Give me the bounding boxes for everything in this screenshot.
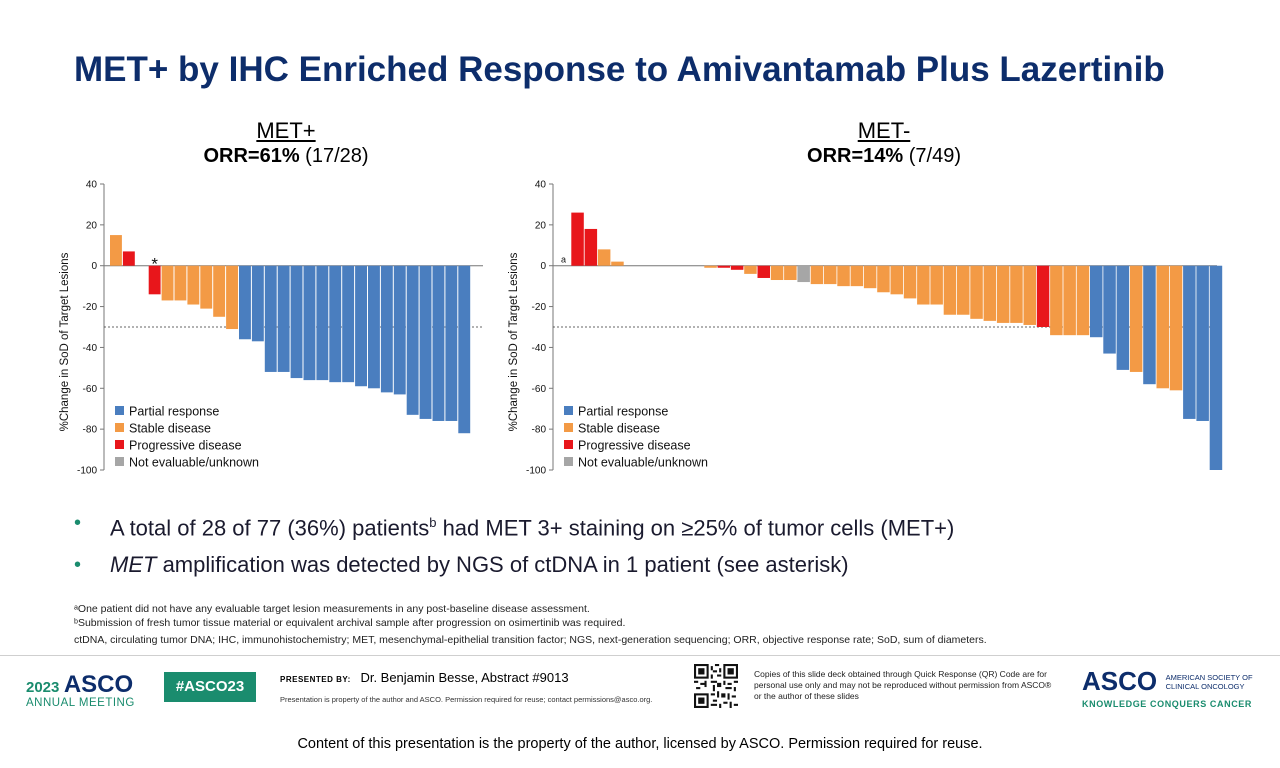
copyright-note: Content of this presentation is the prop…	[297, 736, 983, 752]
bullet-sup: b	[429, 515, 437, 530]
waterfall-bar	[445, 265, 458, 421]
waterfall-bar	[277, 265, 290, 372]
bullet-dot-icon: •	[74, 512, 82, 534]
waterfall-bar	[161, 265, 174, 301]
legend-swatch	[115, 457, 124, 466]
footnote-a: ᵃOne patient did not have any evaluable …	[74, 603, 590, 615]
waterfall-bar	[316, 265, 329, 381]
y-tick-label: -60	[83, 384, 98, 395]
waterfall-bar	[458, 265, 471, 434]
waterfall-bar	[329, 265, 342, 383]
chart-met-negative-orr: ORR=14% (7/49)	[694, 144, 1074, 168]
waterfall-bar	[148, 265, 161, 295]
meeting-year: 2023	[26, 679, 60, 696]
y-tick-label: -20	[83, 302, 98, 313]
y-tick-label: 40	[86, 180, 98, 191]
bullet-item: • A total of 28 of 77 (36%) patientsb ha…	[74, 508, 954, 550]
legend-label: Stable disease	[129, 422, 211, 436]
qr-code-icon[interactable]	[694, 664, 738, 708]
qr-note: Copies of this slide deck obtained throu…	[754, 669, 1052, 701]
footnote-b: ᵇSubmission of fresh tumor tissue materi…	[74, 617, 626, 629]
footnote-abbreviations: ctDNA, circulating tumor DNA; IHC, immun…	[74, 634, 987, 646]
meeting-brand: ASCO	[63, 671, 134, 698]
legend-swatch	[115, 423, 124, 432]
waterfall-bar	[432, 265, 445, 421]
y-tick-label: 0	[91, 261, 97, 272]
asco-org-logo: ASCO AMERICAN SOCIETY OF CLINICAL ONCOLOG…	[1082, 666, 1253, 709]
slide-title: MET+ by IHC Enriched Response to Amivant…	[74, 50, 1165, 89]
waterfall-bar	[122, 251, 135, 266]
waterfall-bar	[226, 265, 238, 330]
waterfall-bar	[251, 265, 264, 342]
waterfall-bar	[419, 265, 432, 419]
org-brand: ASCO	[1082, 666, 1158, 696]
org-name: AMERICAN SOCIETY OF CLINICAL ONCOLOGY	[1166, 673, 1253, 691]
bullet-dot-icon: •	[74, 554, 82, 576]
waterfall-bar	[290, 265, 303, 379]
presented-by-label: PRESENTED BY:	[280, 675, 351, 684]
footer-divider	[0, 655, 1280, 656]
bar-annotation: *	[151, 255, 158, 274]
org-name-line2: CLINICAL ONCOLOGY	[1165, 681, 1245, 691]
presenter-note: Presentation is property of the author a…	[280, 695, 653, 704]
bullet-emphasis: MET	[110, 552, 157, 577]
org-name-line1: AMERICAN SOCIETY OF	[1165, 672, 1253, 682]
presented-by: PRESENTED BY: Dr. Benjamin Besse, Abstra…	[280, 670, 569, 685]
chart-met-positive-header: MET+ ORR=61% (17/28)	[96, 118, 476, 168]
bullet-item: • MET amplification was detected by NGS …	[74, 550, 954, 592]
waterfall-bar	[355, 265, 367, 387]
bullet-list: • A total of 28 of 77 (36%) patientsb ha…	[74, 508, 954, 592]
waterfall-bar	[200, 265, 213, 309]
waterfall-bar	[239, 265, 251, 340]
y-tick-label: -80	[83, 425, 98, 436]
waterfall-bar	[406, 265, 419, 415]
org-tagline: KNOWLEDGE CONQUERS CANCER	[1082, 699, 1253, 709]
legend-swatch	[115, 440, 124, 449]
chart-met-negative-header: MET- ORR=14% (7/49)	[694, 118, 1074, 168]
meeting-logo: 2023 ASCO ANNUAL MEETING	[26, 671, 135, 709]
chart-met-positive-orr: ORR=61% (17/28)	[96, 144, 476, 168]
presenter-name: Dr. Benjamin Besse, Abstract #9013	[360, 670, 569, 685]
chart-met-negative-name: MET-	[857, 118, 911, 143]
y-tick-label: -100	[77, 466, 97, 477]
legend-label: Partial response	[129, 405, 219, 419]
bullet-text: amplification was detected by NGS of ctD…	[156, 552, 849, 577]
meeting-sub: ANNUAL MEETING	[26, 697, 135, 709]
waterfall-bar	[213, 265, 226, 317]
chart-met-positive-name: MET+	[256, 118, 316, 143]
bullet-text: A total of 28 of 77 (36%) patients	[110, 515, 430, 541]
waterfall-bar	[174, 265, 187, 301]
legend-label: Not evaluable/unknown	[129, 456, 259, 470]
waterfall-bar	[110, 235, 122, 266]
orr-count: (17/28)	[305, 145, 369, 167]
legend-label: Progressive disease	[129, 439, 242, 453]
waterfall-bar	[342, 265, 355, 383]
legend-swatch	[115, 406, 124, 415]
waterfall-bar	[380, 265, 393, 393]
waterfall-bar	[393, 265, 406, 395]
waterfall-bar	[368, 265, 380, 389]
waterfall-bar	[264, 265, 277, 372]
orr-count: (7/49)	[908, 145, 961, 167]
y-tick-label: 20	[86, 220, 98, 231]
bullet-text: had MET 3+ staining on ≥25% of tumor cel…	[436, 515, 955, 541]
waterfall-bar	[187, 265, 200, 305]
y-axis-label: %Change in SoD of Target Lesions	[59, 252, 71, 431]
waterfall-bar	[303, 265, 316, 381]
orr-value: ORR=14%	[807, 145, 904, 167]
y-tick-label: -40	[83, 343, 98, 354]
orr-value: ORR=61%	[203, 145, 300, 167]
hashtag-badge: #ASCO23	[164, 672, 256, 702]
